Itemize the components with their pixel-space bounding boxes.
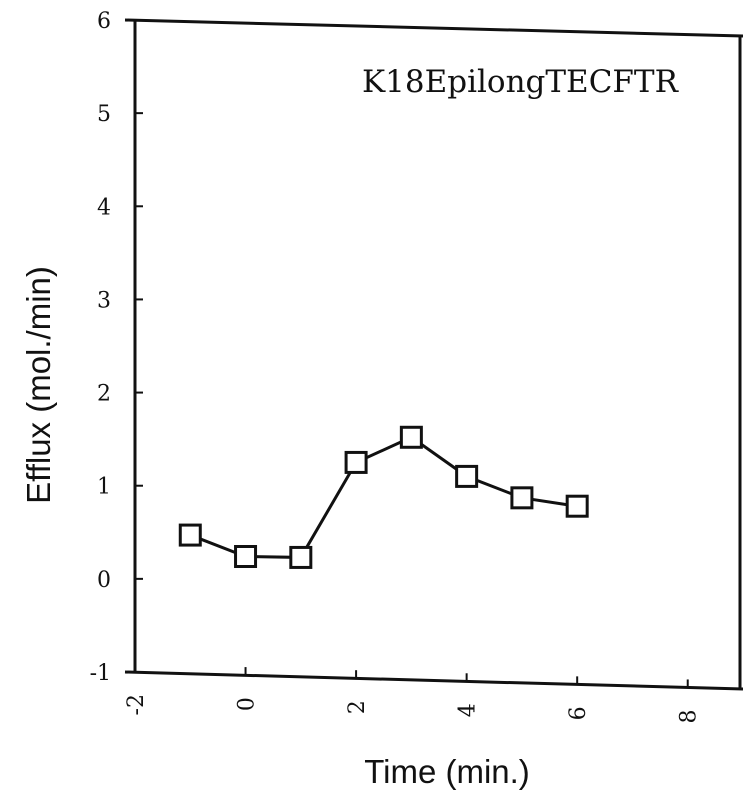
y-tick-label: 1 bbox=[97, 475, 111, 500]
y-tick-label: 0 bbox=[97, 568, 111, 593]
data-point-marker bbox=[567, 496, 587, 516]
y-tick-label: -1 bbox=[90, 661, 111, 686]
x-tick-label: 4 bbox=[456, 703, 481, 717]
x-axis-title: Time (min.) bbox=[364, 753, 530, 790]
x-tick-label: 8 bbox=[677, 709, 702, 723]
chart-annotation: K18EpilongTECFTR bbox=[362, 64, 680, 100]
x-axis-line bbox=[125, 672, 743, 689]
x-tick-label: 2 bbox=[345, 700, 370, 714]
data-point-marker bbox=[401, 427, 421, 447]
y-tick-label: 2 bbox=[97, 382, 111, 407]
y-tick-label: 4 bbox=[97, 195, 111, 220]
series-layer bbox=[180, 427, 587, 567]
plot-area: -1 0 1 2 3 4 5 6 -2 0 2 4 6 8 bbox=[90, 9, 743, 723]
data-point-marker bbox=[236, 547, 256, 567]
data-point-marker bbox=[346, 452, 366, 472]
y-axis-title: Efflux (mol./min) bbox=[20, 266, 57, 504]
x-tick-label: -2 bbox=[124, 694, 149, 715]
x-tick-label: 0 bbox=[235, 697, 260, 711]
plot-frame-top bbox=[125, 20, 743, 36]
y-tick-label: 3 bbox=[97, 288, 111, 313]
data-point-marker bbox=[180, 525, 200, 545]
y-tick-label: 5 bbox=[97, 102, 111, 127]
data-point-marker bbox=[457, 466, 477, 486]
x-tick-label: 6 bbox=[566, 706, 591, 720]
data-point-marker bbox=[291, 547, 311, 567]
data-point-marker bbox=[512, 488, 532, 508]
y-tick-label: 6 bbox=[97, 9, 111, 34]
